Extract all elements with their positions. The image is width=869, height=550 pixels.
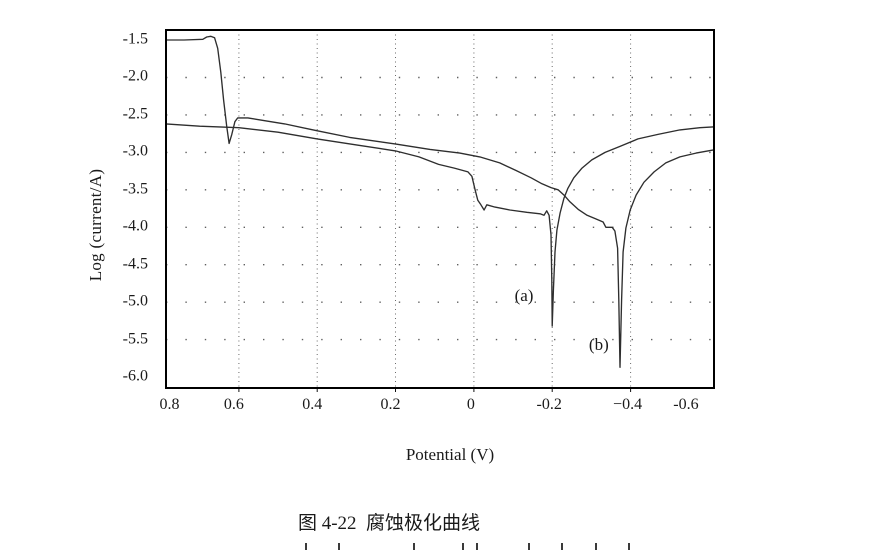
curve-label: (b) xyxy=(588,334,609,354)
y-tick-label: -2.5 xyxy=(122,105,148,123)
y-tick-label: -2.0 xyxy=(122,67,148,85)
x-tick-label: 0.2 xyxy=(380,396,401,413)
x-tick-label: −0.4 xyxy=(613,396,643,413)
y-tick-label: -3.0 xyxy=(122,142,148,160)
x-tick-label: 0.6 xyxy=(223,396,244,413)
curve-b xyxy=(165,35,714,368)
y-tick-label: -3.5 xyxy=(122,180,148,198)
y-tick-label: -1.5 xyxy=(122,30,148,48)
y-axis-tick-labels: -1.5 -2.0 -2.5 -3.0 -3.5 -4.0 -4.5 -5.0 -5.5 -6.0 xyxy=(88,0,148,550)
y-tick-label: -4.5 xyxy=(122,254,148,272)
y-tick-label: -6.0 xyxy=(122,367,148,385)
y-tick-label: -5.0 xyxy=(122,292,148,310)
y-tick-label: -4.0 xyxy=(122,217,148,235)
figure-caption: 图 4-22 腐蚀极化曲线 xyxy=(297,513,481,534)
x-tick-label: 0 xyxy=(466,396,475,413)
plot-frame xyxy=(165,29,715,389)
x-tick-label: -0.6 xyxy=(673,396,699,413)
curve-label: (a) xyxy=(514,286,534,306)
x-axis-title: Potential (V) xyxy=(405,445,495,464)
x-tick-label: 0.8 xyxy=(159,396,180,413)
y-tick-label: -5.5 xyxy=(122,329,148,347)
curve-a xyxy=(165,123,714,327)
x-tick-label: -0.2 xyxy=(536,396,562,413)
y-axis-title: Log (current/A) xyxy=(86,168,105,282)
x-tick-label: 0.4 xyxy=(302,396,323,413)
